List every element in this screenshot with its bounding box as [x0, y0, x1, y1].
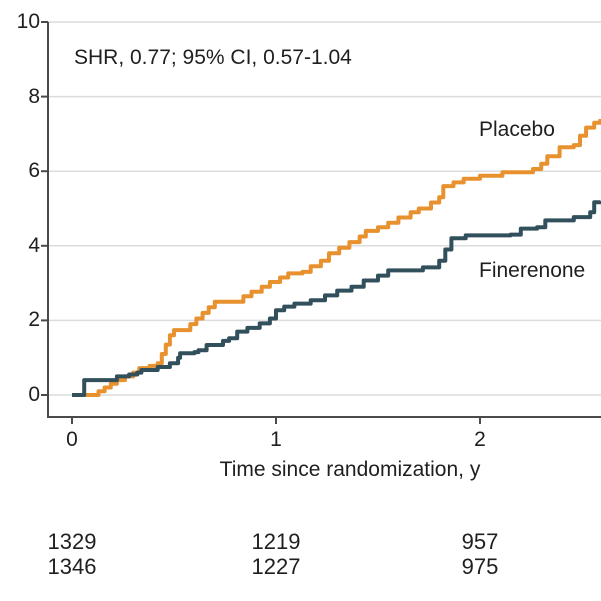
placebo-curve-label: Placebo: [479, 118, 555, 141]
y-tick-label: 6: [28, 159, 40, 183]
at-risk-value: 1346: [47, 554, 97, 579]
x-axis-title: Time since randomization, y: [219, 458, 481, 481]
y-tick-label: 2: [28, 308, 40, 332]
at-risk-value: 957: [461, 529, 499, 554]
y-tick-label: 0: [28, 383, 40, 406]
x-tick-label: 0: [66, 428, 78, 451]
y-tick-label: 10: [16, 10, 40, 33]
y-tick-label: 4: [28, 233, 40, 257]
x-tick-label: 1: [270, 428, 282, 451]
finerenone-curve: [72, 200, 601, 397]
at-risk-value: 1329: [47, 529, 97, 554]
finerenone-curve-label: Finerenone: [479, 259, 586, 282]
at-risk-value: 975: [461, 554, 499, 579]
at-risk-value: 1219: [251, 529, 301, 554]
placebo-curve: [72, 119, 601, 397]
shr-annotation: SHR, 0.77; 95% CI, 0.57-1.04: [74, 46, 352, 69]
y-tick-label: 8: [28, 84, 40, 108]
x-tick-label: 2: [474, 428, 486, 451]
at-risk-value: 1227: [251, 554, 301, 579]
